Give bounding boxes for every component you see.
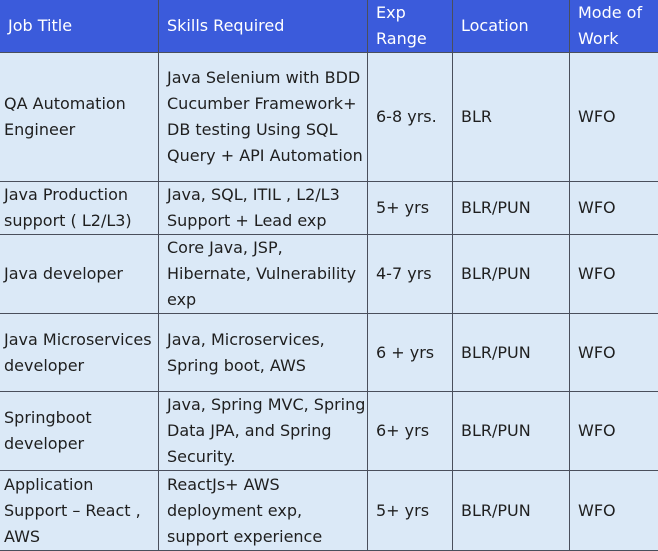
- header-exp-range: Exp Range: [368, 0, 453, 53]
- cell-job-title: QA Automation Engineer: [0, 53, 159, 182]
- table-row: Java Production support ( L2/L3) Java, S…: [0, 182, 658, 235]
- header-exp-line1: Exp: [376, 3, 406, 22]
- cell-exp-range: 5+ yrs: [368, 182, 453, 235]
- cell-skills: Java, Spring MVC, Spring Data JPA, and S…: [159, 392, 368, 471]
- cell-skills: Java, Microservices, Spring boot, AWS: [159, 314, 368, 392]
- header-mode-line2: Work: [578, 29, 619, 48]
- cell-location: BLR/PUN: [453, 392, 570, 471]
- cell-skills: Core Java, JSP, Hibernate, Vulnerability…: [159, 235, 368, 314]
- cell-skills: Java, SQL, ITIL , L2/L3 Support + Lead e…: [159, 182, 368, 235]
- table-header: Job Title Skills Required Exp Range Loca…: [0, 0, 658, 53]
- cell-mode-of-work: WFO: [570, 235, 658, 314]
- cell-job-title: Springboot developer: [0, 392, 159, 471]
- cell-mode-of-work: WFO: [570, 392, 658, 471]
- cell-skills: Java Selenium with BDD Cucumber Framewor…: [159, 53, 368, 182]
- cell-location: BLR/PUN: [453, 471, 570, 551]
- table-row: Java Microservices developer Java, Micro…: [0, 314, 658, 392]
- header-row: Job Title Skills Required Exp Range Loca…: [0, 0, 658, 53]
- header-job-title: Job Title: [0, 0, 159, 53]
- cell-location: BLR/PUN: [453, 235, 570, 314]
- cell-location: BLR: [453, 53, 570, 182]
- header-skills: Skills Required: [159, 0, 368, 53]
- cell-exp-range: 4-7 yrs: [368, 235, 453, 314]
- table-body: QA Automation Engineer Java Selenium wit…: [0, 53, 658, 551]
- cell-exp-range: 6 + yrs: [368, 314, 453, 392]
- table-row: Application Support – React , AWS ReactJ…: [0, 471, 658, 551]
- cell-skills: ReactJs+ AWS deployment exp, support exp…: [159, 471, 368, 551]
- table-row: Java developer Core Java, JSP, Hibernate…: [0, 235, 658, 314]
- cell-exp-range: 6+ yrs: [368, 392, 453, 471]
- header-mode-of-work: Mode of Work: [570, 0, 658, 53]
- cell-location: BLR/PUN: [453, 314, 570, 392]
- table-row: QA Automation Engineer Java Selenium wit…: [0, 53, 658, 182]
- header-mode-line1: Mode of: [578, 3, 642, 22]
- cell-exp-range: 5+ yrs: [368, 471, 453, 551]
- cell-mode-of-work: WFO: [570, 471, 658, 551]
- cell-location: BLR/PUN: [453, 182, 570, 235]
- header-location: Location: [453, 0, 570, 53]
- cell-job-title: Java developer: [0, 235, 159, 314]
- cell-exp-range: 6-8 yrs.: [368, 53, 453, 182]
- header-exp-line2: Range: [376, 29, 427, 48]
- cell-job-title: Java Microservices developer: [0, 314, 159, 392]
- cell-job-title: Java Production support ( L2/L3): [0, 182, 159, 235]
- cell-mode-of-work: WFO: [570, 314, 658, 392]
- cell-job-title: Application Support – React , AWS: [0, 471, 159, 551]
- cell-mode-of-work: WFO: [570, 182, 658, 235]
- table-row: Springboot developer Java, Spring MVC, S…: [0, 392, 658, 471]
- cell-mode-of-work: WFO: [570, 53, 658, 182]
